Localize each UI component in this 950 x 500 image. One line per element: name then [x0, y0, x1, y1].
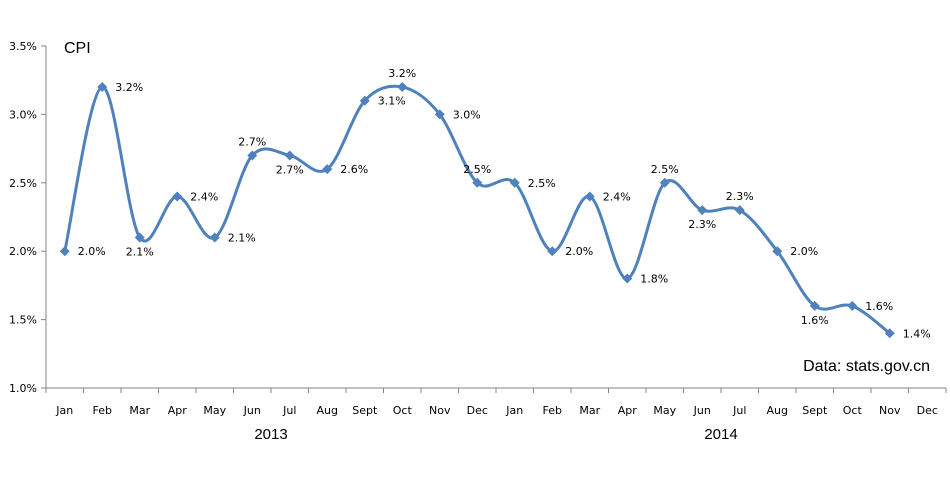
- data-point-marker: [772, 246, 783, 257]
- data-point-marker: [322, 164, 333, 175]
- data-label: 2.0%: [78, 245, 106, 258]
- data-point-marker: [472, 177, 483, 188]
- data-label: 1.6%: [865, 300, 893, 313]
- data-label: 2.1%: [126, 246, 154, 259]
- data-point-marker: [809, 300, 820, 311]
- x-tick-label: Nov: [429, 404, 451, 417]
- x-tick-label: Jul: [282, 404, 296, 417]
- x-tick-label: May: [653, 404, 676, 417]
- data-label: 2.0%: [790, 245, 818, 258]
- x-tick-label: Aug: [767, 404, 788, 417]
- data-label: 2.0%: [565, 245, 593, 258]
- x-tick-label: Nov: [879, 404, 901, 417]
- data-label: 2.4%: [603, 190, 631, 203]
- data-label: 2.5%: [463, 163, 491, 176]
- data-label: 3.2%: [388, 67, 416, 80]
- x-tick-label: Oct: [393, 404, 413, 417]
- data-point-marker: [697, 205, 708, 216]
- x-tick-label: Jan: [505, 404, 523, 417]
- chart-title: CPI: [64, 40, 91, 57]
- x-tick-label: Dec: [917, 404, 938, 417]
- x-tick-label: Dec: [467, 404, 488, 417]
- x-tick-label: Feb: [93, 404, 112, 417]
- x-tick-label: Jan: [55, 404, 73, 417]
- x-tick-label: Apr: [618, 404, 638, 417]
- data-labels: 2.0% 3.2% 2.1% 2.4% 2.1% 2.7% 2.7% 2.6% 3.1% 3.2%…: [78, 67, 931, 340]
- x-tick-label: Jun: [693, 404, 711, 417]
- data-point-marker: [209, 232, 220, 243]
- x-tick-label: Jun: [243, 404, 261, 417]
- series-group: [59, 82, 895, 339]
- y-tick-label: 2.0%: [9, 245, 37, 258]
- data-label: 2.3%: [726, 190, 754, 203]
- data-point-marker: [97, 82, 108, 93]
- y-tick-label: 3.0%: [9, 108, 37, 121]
- data-label: 2.4%: [190, 190, 218, 203]
- x-tick-label: Aug: [317, 404, 338, 417]
- data-point-marker: [134, 232, 145, 243]
- data-point-marker: [584, 191, 595, 202]
- x-tick-label: Sept: [352, 404, 378, 417]
- y-tick-label: 1.5%: [9, 314, 37, 327]
- data-point-marker: [734, 205, 745, 216]
- cpi-series-line: [63, 84, 891, 335]
- data-label: 2.7%: [276, 163, 304, 176]
- x-tick-label: Mar: [579, 404, 600, 417]
- data-point-marker: [359, 95, 370, 106]
- year-labels: 2013 2014: [254, 426, 737, 443]
- y-tick-label: 2.5%: [9, 177, 37, 190]
- data-label: 3.2%: [115, 81, 143, 94]
- y-axis-ticks: 1.0% 1.5% 2.0% 2.5% 3.0% 3.5%: [9, 40, 46, 395]
- data-label: 1.4%: [903, 327, 931, 340]
- data-label: 2.5%: [528, 177, 556, 190]
- data-point-marker: [397, 82, 408, 93]
- data-point-marker: [172, 191, 183, 202]
- data-point-marker: [284, 150, 295, 161]
- data-point-marker: [247, 150, 258, 161]
- data-label: 2.5%: [651, 163, 679, 176]
- year-label: 2014: [704, 426, 737, 443]
- data-label: 3.0%: [453, 108, 481, 121]
- data-label: 2.3%: [688, 218, 716, 231]
- data-point-marker: [547, 246, 558, 257]
- data-label: 2.1%: [228, 232, 256, 245]
- x-tick-label: May: [203, 404, 226, 417]
- year-label: 2013: [254, 426, 287, 443]
- x-tick-label: Sept: [802, 404, 828, 417]
- data-label: 3.1%: [378, 95, 406, 108]
- data-point-marker: [434, 109, 445, 120]
- data-point-marker: [59, 246, 70, 257]
- data-point-marker: [884, 328, 895, 339]
- data-point-marker: [659, 177, 670, 188]
- data-point-marker: [622, 273, 633, 284]
- source-note: Data: stats.gov.cn: [803, 358, 930, 375]
- data-label: 1.6%: [801, 314, 829, 327]
- x-tick-label: Jul: [732, 404, 746, 417]
- axes: [45, 46, 946, 389]
- y-tick-label: 3.5%: [9, 40, 37, 53]
- x-tick-label: Mar: [129, 404, 150, 417]
- data-point-marker: [847, 300, 858, 311]
- x-tick-label: Oct: [843, 404, 863, 417]
- x-tick-label: Apr: [168, 404, 188, 417]
- x-axis-ticks: Jan Feb Mar Apr May Jun Jul Aug Sept Oct Nov Dec Jan…: [45, 388, 947, 417]
- data-label: 2.6%: [340, 163, 368, 176]
- data-point-marker: [509, 177, 520, 188]
- data-label: 2.7%: [238, 135, 266, 148]
- data-label: 1.8%: [640, 273, 668, 286]
- y-tick-label: 1.0%: [9, 382, 37, 395]
- x-tick-label: Feb: [543, 404, 562, 417]
